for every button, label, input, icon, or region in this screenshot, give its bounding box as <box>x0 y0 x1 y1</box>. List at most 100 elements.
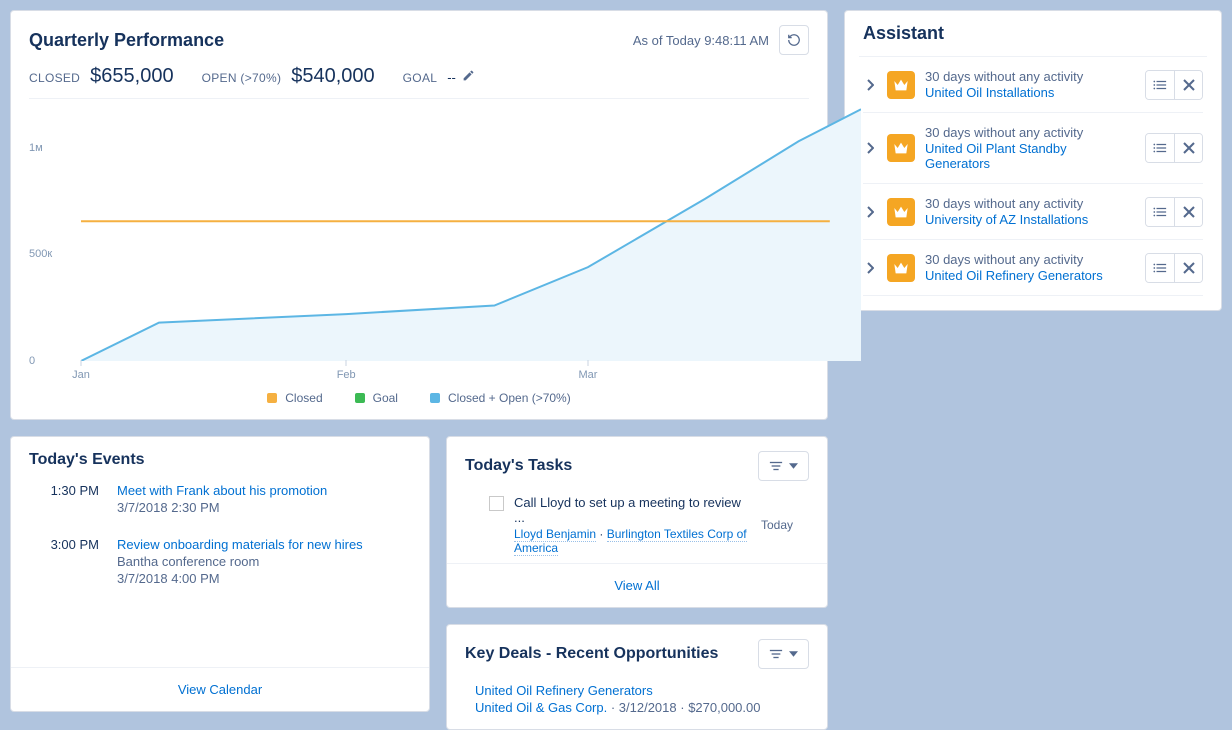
assistant-item: 30 days without any activityUniversity o… <box>863 184 1203 240</box>
list-icon <box>1153 142 1167 154</box>
legend-item: Closed + Open (>70%) <box>430 391 571 405</box>
chevron-right-icon <box>866 262 874 274</box>
event-link[interactable]: Meet with Frank about his promotion <box>117 483 411 498</box>
tasks-options-button[interactable] <box>758 451 809 481</box>
task-checkbox[interactable] <box>489 496 504 511</box>
expand-button[interactable] <box>863 206 877 218</box>
assistant-record-link[interactable]: United Oil Installations <box>925 85 1135 100</box>
legend-item: Closed <box>267 391 322 405</box>
event-item: 3:00 PM Review onboarding materials for n… <box>29 537 411 586</box>
tasks-card: Today's Tasks Call Lloyd to set up a mee… <box>446 436 828 608</box>
assistant-dismiss-button[interactable] <box>1174 134 1202 162</box>
legend-label: Goal <box>373 391 398 405</box>
event-link[interactable]: Review onboarding materials for new hire… <box>117 537 411 552</box>
legend-swatch <box>355 393 365 403</box>
goal-metric: GOAL -- <box>403 69 475 85</box>
close-icon <box>1183 79 1195 91</box>
close-icon <box>1183 206 1195 218</box>
pencil-icon <box>462 69 475 82</box>
legend-swatch <box>267 393 277 403</box>
edit-goal-button[interactable] <box>462 69 475 85</box>
chart-x-tick: Mar <box>579 369 598 381</box>
assistant-item: 30 days without any activityUnited Oil R… <box>863 240 1203 296</box>
assistant-action-button[interactable] <box>1146 71 1174 99</box>
settings-icon <box>769 648 783 660</box>
legend-label: Closed + Open (>70%) <box>448 391 571 405</box>
deal-account-link[interactable]: United Oil & Gas Corp. <box>475 700 607 715</box>
opportunity-icon <box>887 254 915 282</box>
task-title[interactable]: Call Lloyd to set up a meeting to review… <box>514 495 751 525</box>
list-icon <box>1153 79 1167 91</box>
assistant-action-button[interactable] <box>1146 198 1174 226</box>
close-icon <box>1183 262 1195 274</box>
caret-down-icon <box>789 651 798 657</box>
chart-x-tick: Feb <box>337 369 356 381</box>
open-label: OPEN (>70%) <box>202 71 282 85</box>
assistant-dismiss-button[interactable] <box>1174 198 1202 226</box>
assistant-record-link[interactable]: United Oil Plant Standby Generators <box>925 141 1135 171</box>
expand-button[interactable] <box>863 262 877 274</box>
chart-x-tick: Jan <box>72 369 90 381</box>
closed-value: $655,000 <box>90 65 173 88</box>
settings-icon <box>769 460 783 472</box>
opportunity-icon <box>887 134 915 162</box>
view-all-tasks-link[interactable]: View All <box>614 578 659 593</box>
assistant-message: 30 days without any activity <box>925 69 1135 84</box>
chevron-right-icon <box>866 142 874 154</box>
quarterly-performance-card: Quarterly Performance As of Today 9:48:1… <box>10 10 828 420</box>
list-icon <box>1153 262 1167 274</box>
perf-title: Quarterly Performance <box>29 30 224 51</box>
deal-date: 3/12/2018 <box>619 700 677 715</box>
assistant-dismiss-button[interactable] <box>1174 71 1202 99</box>
event-sub: Bantha conference room <box>117 554 411 569</box>
chart-y-tick: 0 <box>29 355 35 367</box>
assistant-record-link[interactable]: University of AZ Installations <box>925 212 1135 227</box>
deals-title: Key Deals - Recent Opportunities <box>465 645 718 663</box>
closed-metric: CLOSED $655,000 <box>29 65 174 88</box>
legend-label: Closed <box>285 391 322 405</box>
event-time: 3:00 PM <box>29 537 99 586</box>
assistant-message: 30 days without any activity <box>925 252 1135 267</box>
events-card: Today's Events 1:30 PM Meet with Frank ab… <box>10 436 430 712</box>
chevron-right-icon <box>866 206 874 218</box>
assistant-action-button[interactable] <box>1146 254 1174 282</box>
expand-button[interactable] <box>863 79 877 91</box>
refresh-button[interactable] <box>779 25 809 55</box>
event-time: 1:30 PM <box>29 483 99 515</box>
key-deals-card: Key Deals - Recent Opportunities United … <box>446 624 828 730</box>
assistant-card: Assistant 30 days without any activityUn… <box>844 10 1222 311</box>
tasks-title: Today's Tasks <box>465 457 572 475</box>
event-sub: 3/7/2018 2:30 PM <box>117 500 411 515</box>
assistant-dismiss-button[interactable] <box>1174 254 1202 282</box>
expand-button[interactable] <box>863 142 877 154</box>
task-due: Today <box>761 518 793 532</box>
events-title: Today's Events <box>29 451 411 469</box>
open-metric: OPEN (>70%) $540,000 <box>202 65 375 88</box>
task-contact-link[interactable]: Lloyd Benjamin <box>514 527 596 542</box>
chart-legend: Closed Goal Closed + Open (>70%) <box>29 391 809 405</box>
event-item: 1:30 PM Meet with Frank about his promoti… <box>29 483 411 515</box>
assistant-item: 30 days without any activityUnited Oil P… <box>863 113 1203 184</box>
goal-value: -- <box>447 70 456 85</box>
deal-link[interactable]: United Oil Refinery Generators <box>475 683 809 698</box>
open-value: $540,000 <box>291 65 374 88</box>
legend-item: Goal <box>355 391 398 405</box>
deal-amount: $270,000.00 <box>688 700 760 715</box>
assistant-action-button[interactable] <box>1146 134 1174 162</box>
opportunity-icon <box>887 198 915 226</box>
assistant-record-link[interactable]: United Oil Refinery Generators <box>925 268 1135 283</box>
asof-text: As of Today 9:48:11 AM <box>633 33 769 48</box>
refresh-icon <box>787 33 801 47</box>
list-icon <box>1153 206 1167 218</box>
assistant-title: Assistant <box>859 23 1207 57</box>
assistant-message: 30 days without any activity <box>925 196 1135 211</box>
legend-swatch <box>430 393 440 403</box>
performance-chart: 1м500к0JanFebMarClosedGoalClosed + Open … <box>29 105 809 405</box>
chevron-right-icon <box>866 79 874 91</box>
closed-label: CLOSED <box>29 71 80 85</box>
assistant-item: 30 days without any activityUnited Oil I… <box>863 57 1203 113</box>
view-calendar-link[interactable]: View Calendar <box>178 682 262 697</box>
task-item: Call Lloyd to set up a meeting to review… <box>489 495 793 555</box>
deals-options-button[interactable] <box>758 639 809 669</box>
goal-label: GOAL <box>403 71 438 85</box>
